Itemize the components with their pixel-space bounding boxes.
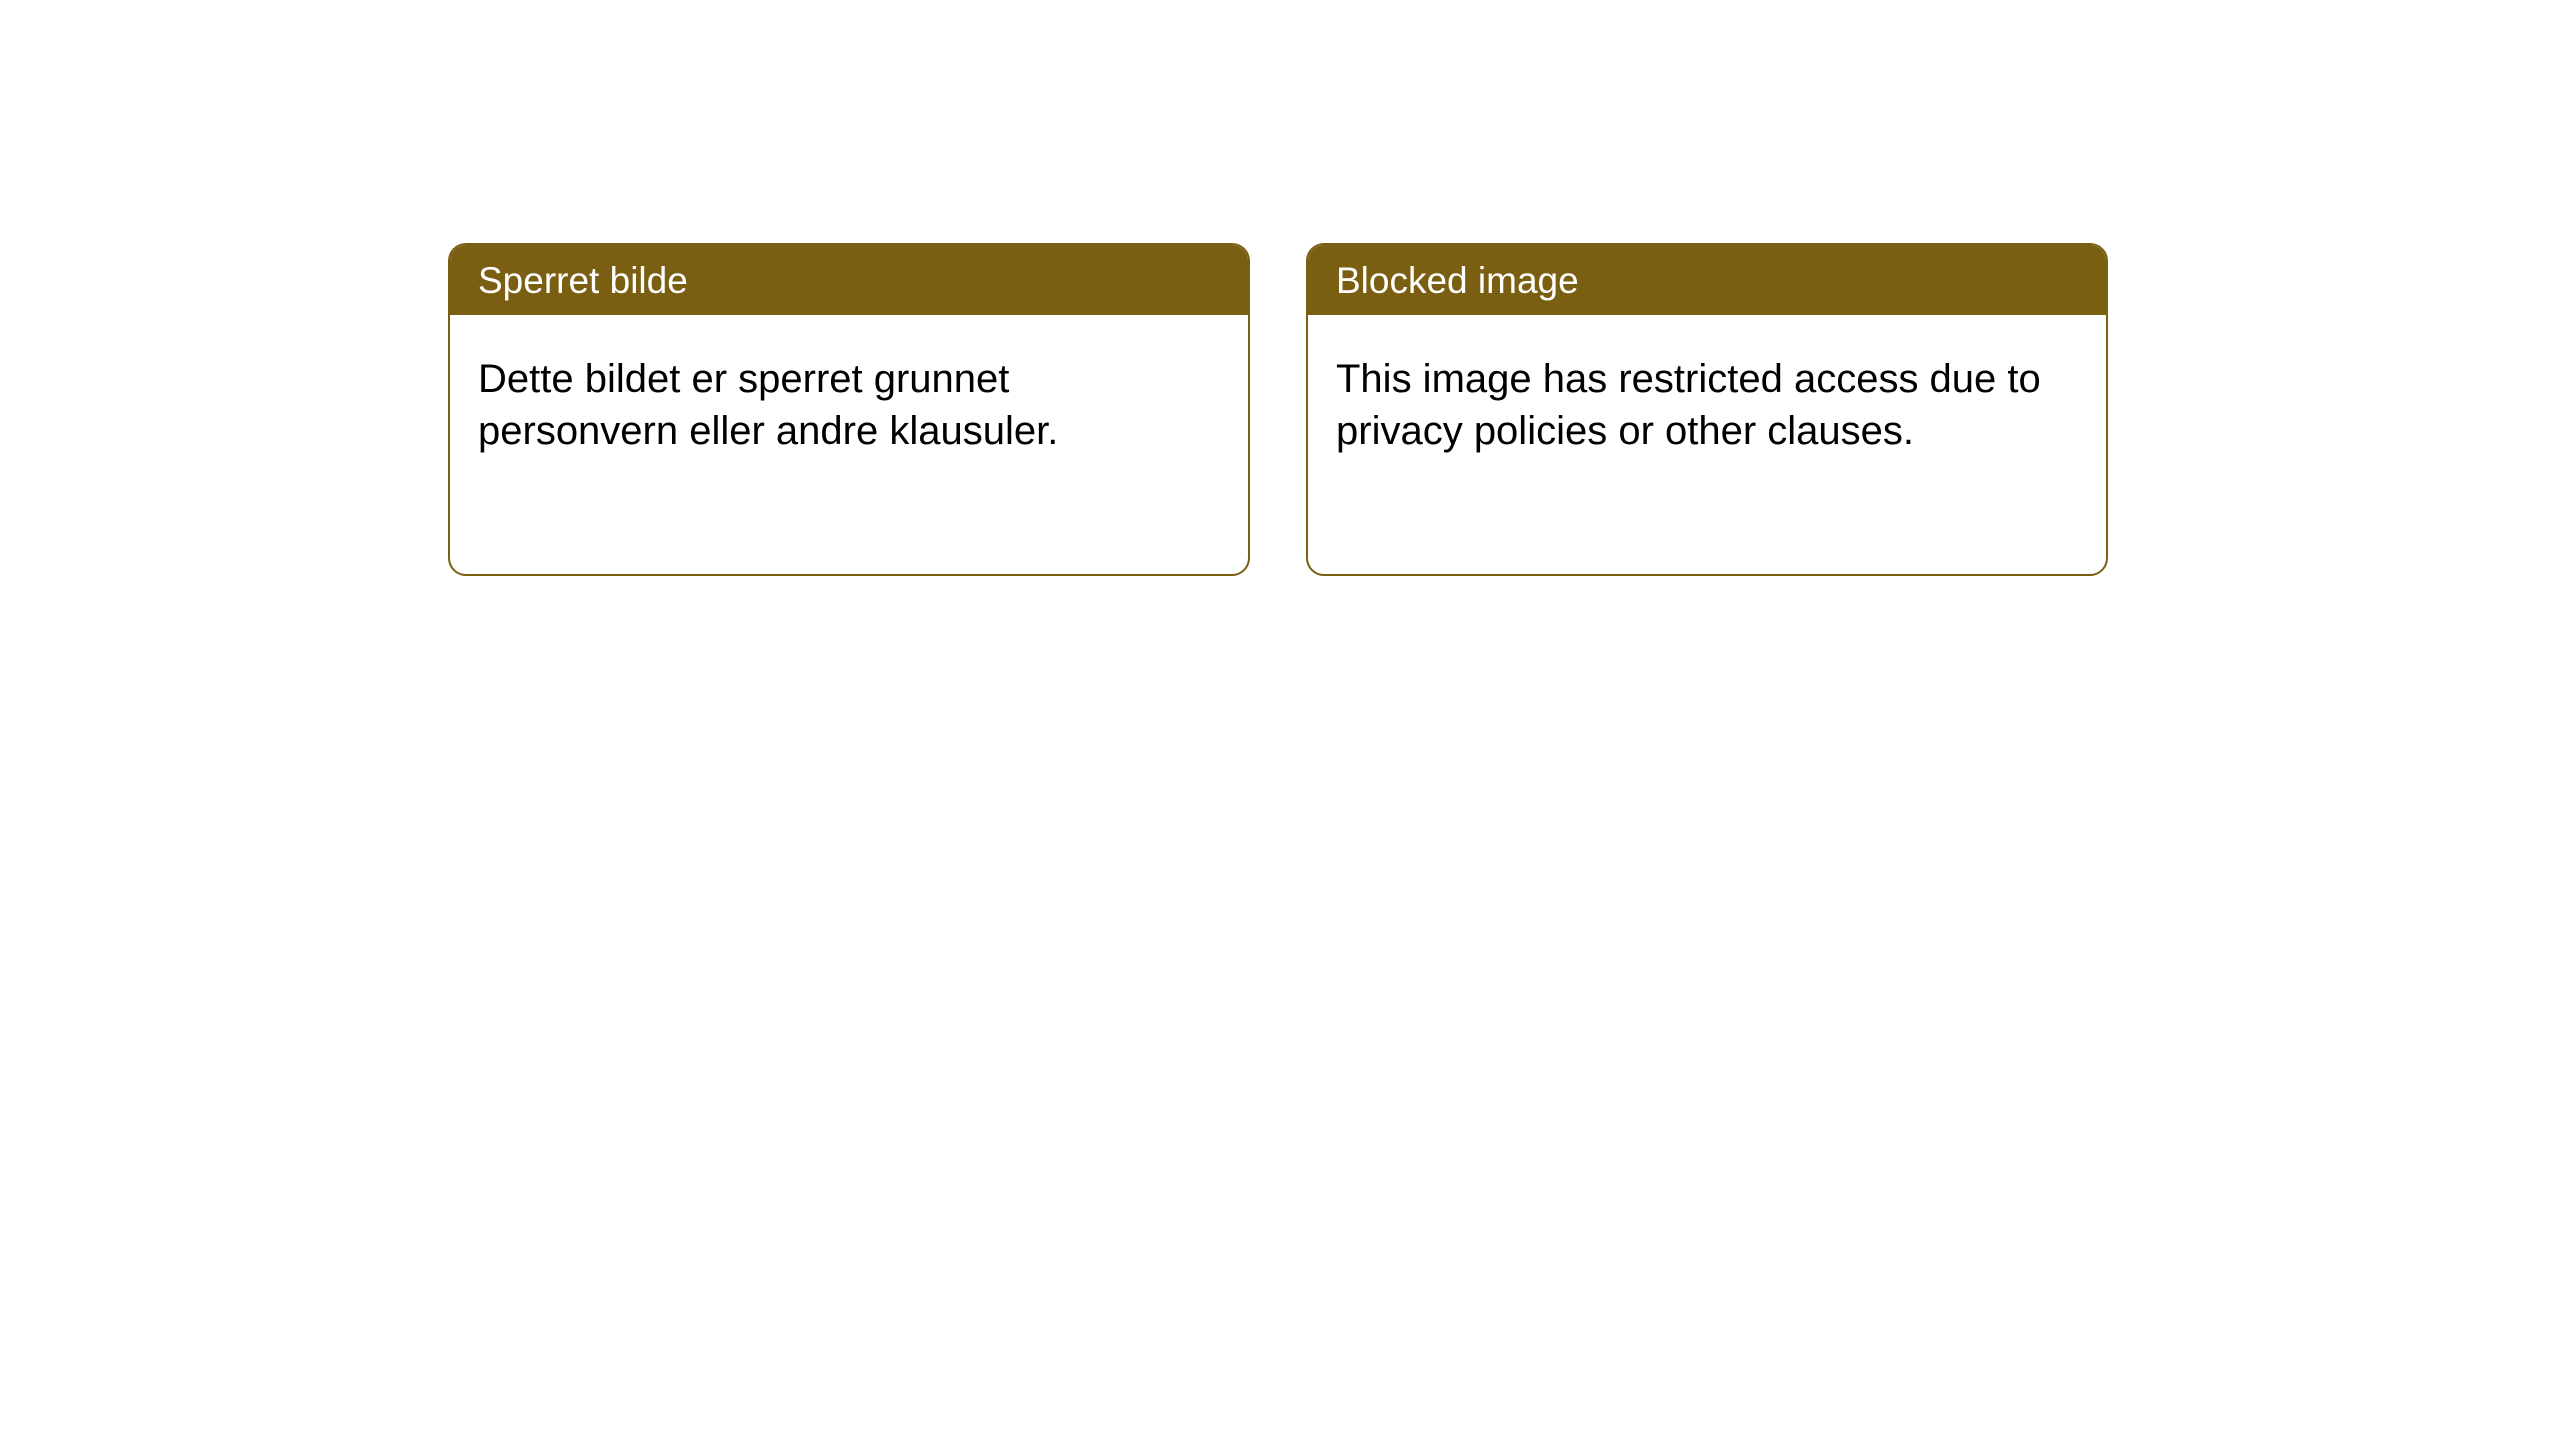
notice-card-english: Blocked image This image has restricted …: [1306, 243, 2108, 576]
notice-card-norwegian: Sperret bilde Dette bildet er sperret gr…: [448, 243, 1250, 576]
notice-container: Sperret bilde Dette bildet er sperret gr…: [448, 243, 2108, 576]
notice-title: Blocked image: [1308, 245, 2106, 315]
notice-body: Dette bildet er sperret grunnet personve…: [450, 315, 1248, 485]
notice-title: Sperret bilde: [450, 245, 1248, 315]
notice-body: This image has restricted access due to …: [1308, 315, 2106, 485]
